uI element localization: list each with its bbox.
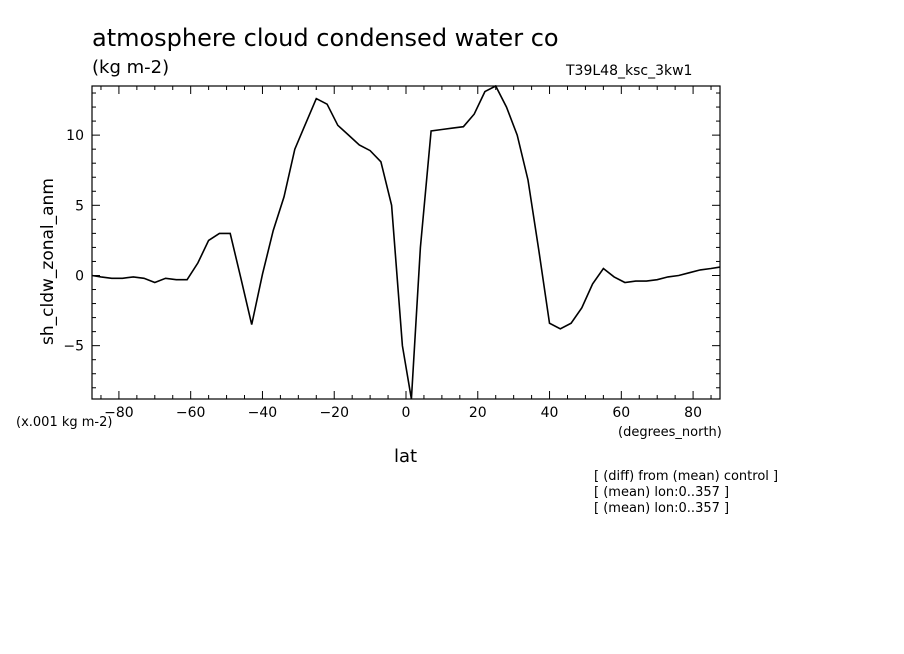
x-tick-label: 80	[684, 405, 702, 421]
x-units-label: (degrees_north)	[618, 425, 722, 440]
y-tick-label: 0	[75, 268, 84, 284]
x-tick-label: 40	[541, 405, 559, 421]
x-axis-label: lat	[394, 446, 418, 467]
y-tick-label: 10	[66, 128, 84, 144]
note-line: [ (mean) lon:0..357 ]	[594, 485, 730, 500]
x-tick-label: −60	[176, 405, 206, 421]
scale-note: (x.001 kg m-2)	[16, 415, 113, 430]
run-id-label: T39L48_ksc_3kw1	[566, 63, 693, 79]
notes-block: [ (diff) from (mean) control ] [ (mean) …	[594, 470, 778, 518]
y-tick-label: −5	[63, 339, 84, 355]
chart-title: atmosphere cloud condensed water co	[92, 24, 559, 52]
x-tick-label: 20	[469, 405, 487, 421]
note-line: [ (diff) from (mean) control ]	[594, 469, 779, 484]
x-tick-label: 0	[402, 405, 411, 421]
x-tick-label: −80	[104, 405, 134, 421]
units-label: (kg m-2)	[92, 57, 170, 78]
y-tick-label: 5	[75, 198, 84, 214]
note-line: [ (mean) lon:0..357 ]	[594, 501, 730, 516]
x-tick-label: −40	[248, 405, 278, 421]
x-tick-label: 60	[612, 405, 630, 421]
series-line	[91, 84, 721, 400]
x-tick-label: −20	[319, 405, 349, 421]
plot-frame	[91, 85, 721, 400]
